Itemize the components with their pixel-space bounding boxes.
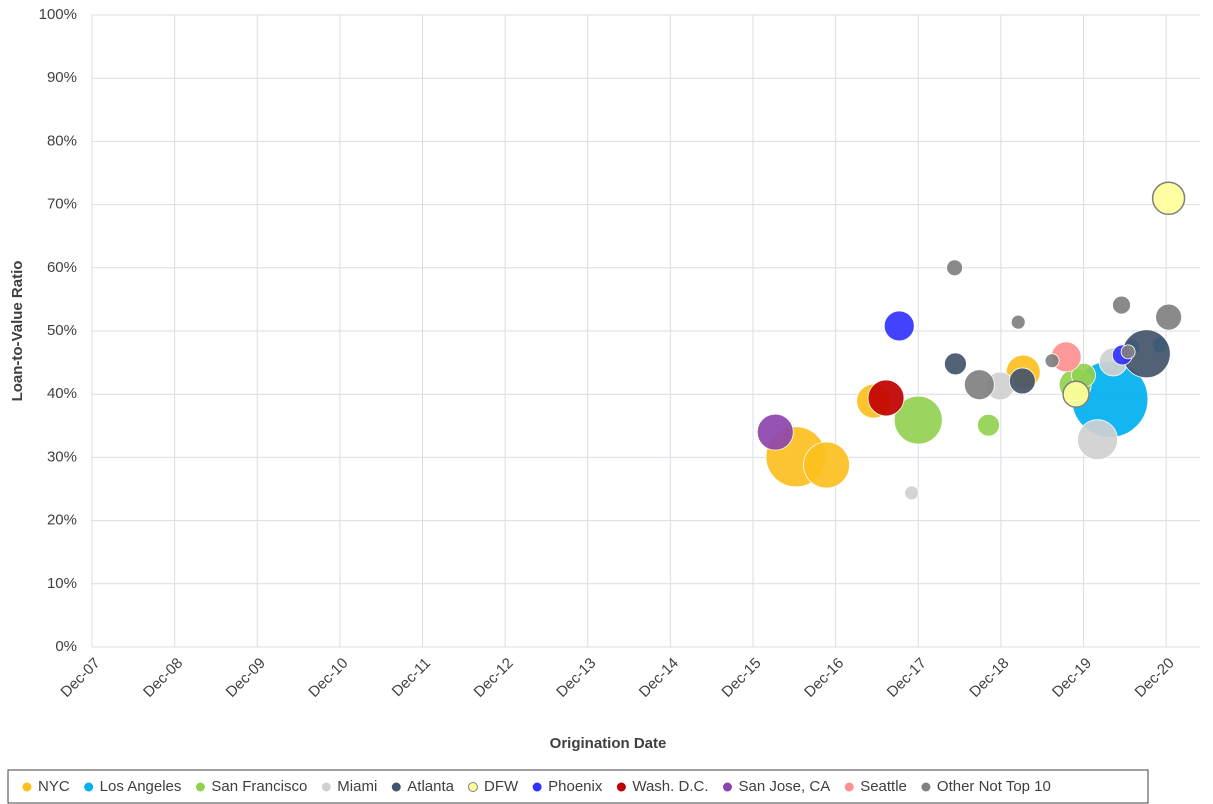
x-tick-label: Dec-14	[636, 655, 682, 701]
bubble	[904, 485, 920, 501]
legend-label: Seattle	[860, 778, 907, 795]
legend-marker	[195, 782, 205, 792]
x-tick-label: Dec-09	[223, 655, 269, 701]
y-tick-label: 100%	[39, 6, 77, 23]
legend-label: San Jose, CA	[738, 778, 830, 795]
bubble	[963, 369, 995, 401]
bubble	[1008, 367, 1036, 395]
y-axis-title: Loan-to-Value Ratio	[9, 261, 26, 402]
y-tick-label: 30%	[47, 448, 77, 465]
legend-marker	[84, 782, 94, 792]
y-tick-label: 10%	[47, 575, 77, 592]
legend-box	[7, 769, 1149, 804]
legend-label: Miami	[337, 778, 377, 795]
y-tick-label: 60%	[47, 259, 77, 276]
bubble	[977, 413, 1000, 437]
y-tick-label: 20%	[47, 512, 77, 529]
bubble	[867, 379, 905, 417]
bubble	[1120, 344, 1136, 360]
bubble	[1151, 181, 1186, 216]
bubble	[1077, 419, 1118, 461]
x-tick-label: Dec-11	[389, 655, 434, 700]
legend-marker	[22, 782, 32, 792]
x-tick-label: Dec-08	[140, 655, 186, 701]
bubble	[756, 413, 794, 451]
y-tick-label: 70%	[47, 196, 77, 213]
x-tick-label: Dec-10	[305, 655, 351, 701]
legend-marker	[616, 782, 626, 792]
bubble	[803, 441, 850, 489]
legend-marker	[467, 782, 478, 792]
y-tick-label: 0%	[55, 638, 77, 655]
bubble	[1044, 353, 1060, 369]
legend-label: San Francisco	[211, 778, 307, 795]
bubble	[1062, 380, 1090, 408]
x-tick-label: Dec-07	[57, 655, 103, 701]
x-tick-label: Dec-17	[884, 655, 930, 701]
legend-label: DFW	[484, 778, 519, 795]
legend-label: Atlanta	[407, 778, 454, 795]
legend-marker	[321, 782, 331, 792]
y-tick-label: 40%	[47, 385, 77, 402]
x-tick-label: Dec-13	[553, 655, 599, 701]
legend-label: Other Not Top 10	[937, 778, 1051, 795]
legend-label: NYC	[38, 778, 70, 795]
legend-marker	[921, 782, 931, 792]
bubble	[1010, 314, 1026, 330]
x-tick-label: Dec-12	[471, 655, 517, 701]
x-tick-label: Dec-18	[966, 655, 1012, 701]
y-tick-label: 80%	[47, 132, 77, 149]
y-tick-label: 90%	[47, 69, 77, 86]
legend-label: Wash. D.C.	[632, 778, 708, 795]
y-tick-label: 50%	[47, 322, 77, 339]
x-tick-label: Dec-15	[718, 655, 764, 701]
bubble	[944, 352, 967, 376]
bubble	[946, 259, 964, 277]
x-tick-label: Dec-16	[801, 655, 847, 701]
legend-marker	[722, 782, 732, 792]
legend-marker	[844, 782, 854, 792]
bubble	[893, 395, 943, 445]
x-axis-title: Origination Date	[550, 735, 667, 752]
x-tick-label: Dec-19	[1049, 655, 1095, 701]
bubble	[1112, 295, 1131, 315]
legend-marker	[391, 782, 401, 792]
legend-label: Los Angeles	[100, 778, 182, 795]
bubble	[883, 310, 915, 342]
legend-label: Phoenix	[548, 778, 603, 795]
bubble	[1155, 303, 1183, 331]
x-tick-label: Dec-20	[1132, 655, 1178, 701]
legend-marker	[532, 782, 542, 792]
